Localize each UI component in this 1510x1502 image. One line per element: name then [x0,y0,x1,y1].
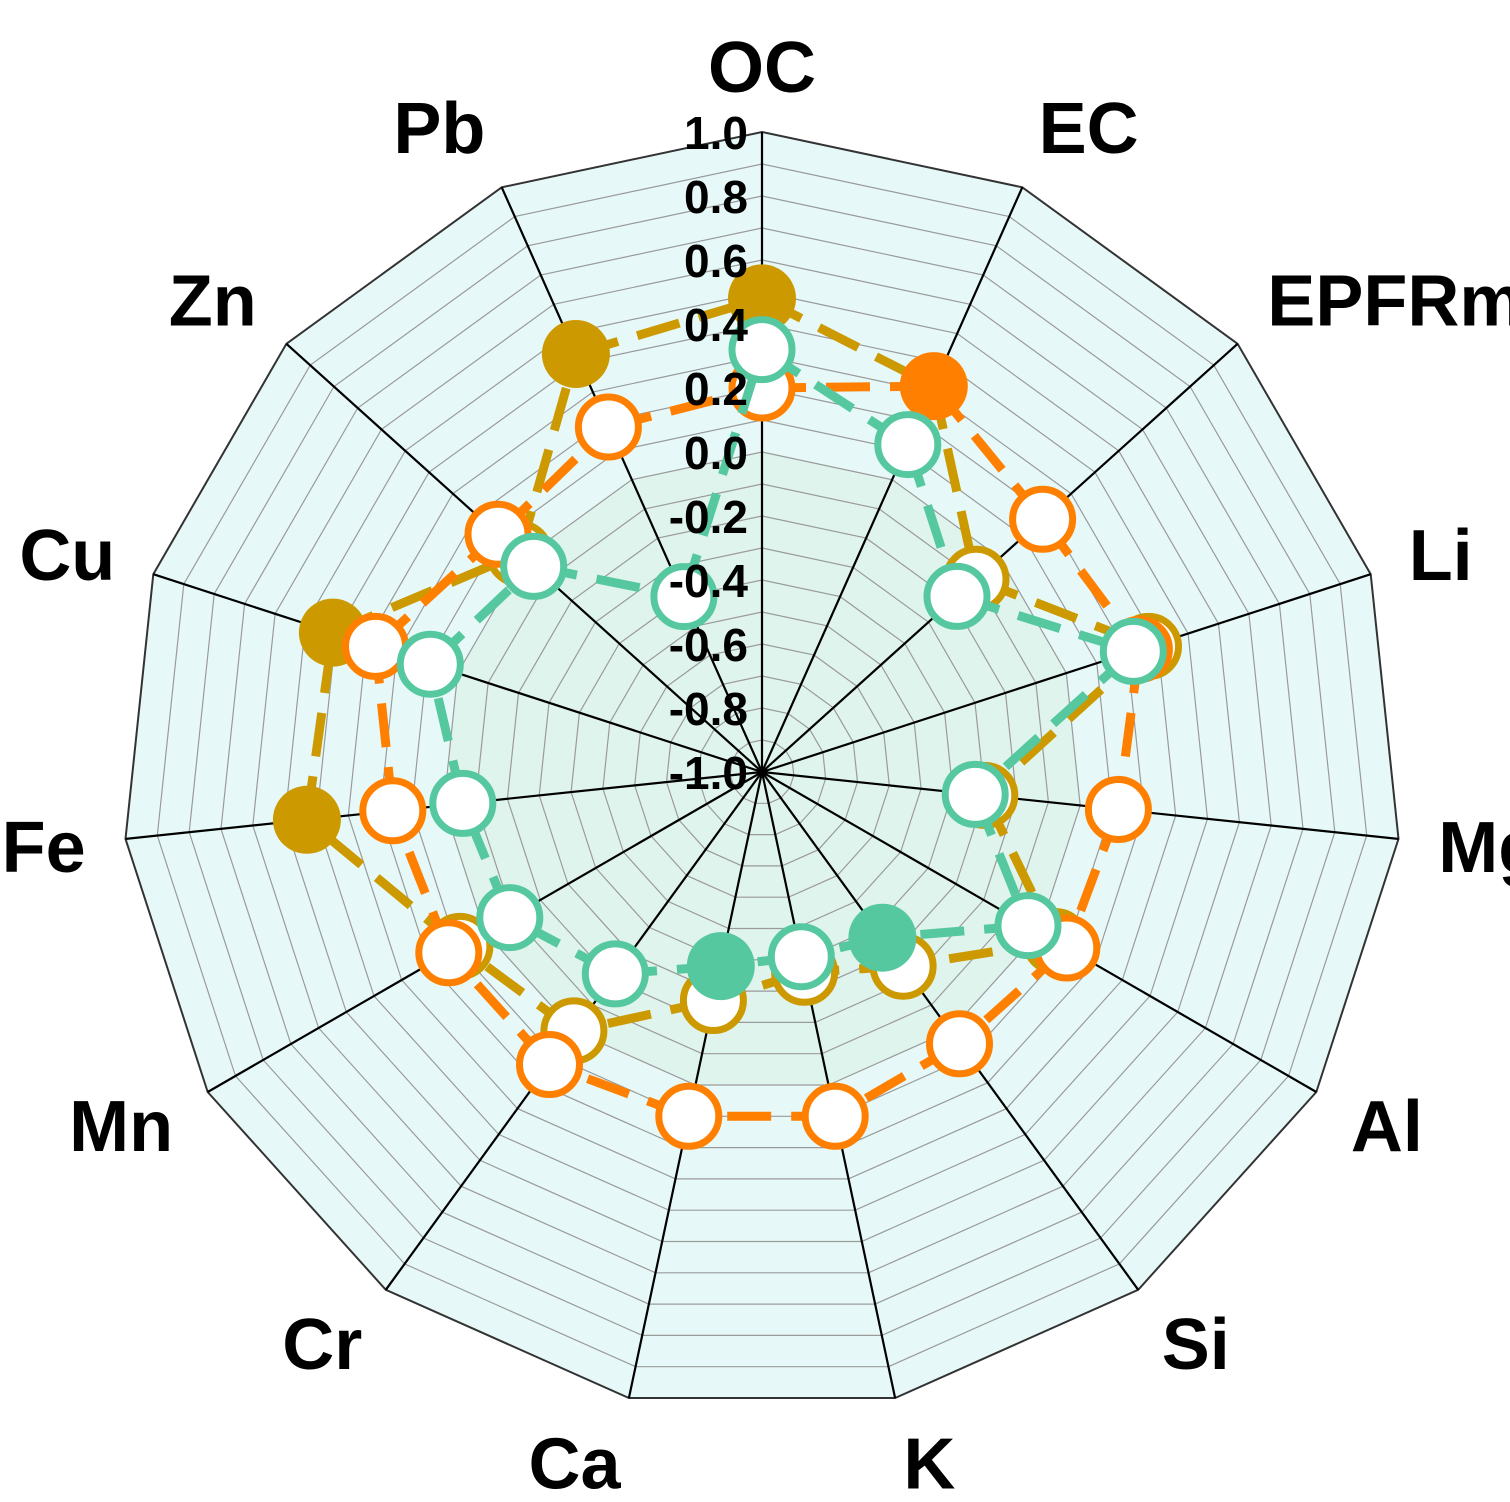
grid-ring [697,707,827,836]
tick-label: 0.8 [684,171,748,223]
grid-ring [220,227,1304,1305]
tick-label: 0.4 [684,299,748,351]
axis-label-al: Al [1351,1087,1423,1167]
data-point-pb [650,563,718,631]
axis-label-pb: Pb [393,89,485,169]
data-point-si [926,1010,993,1078]
data-point-fe [359,777,427,845]
data-point-fe [272,785,341,854]
series-2 [342,352,1173,1150]
spoke [761,573,1372,774]
data-point-epfrm [1009,485,1077,553]
data-point-fe [429,769,497,837]
data-point-k [801,1082,869,1150]
data-point-mn [415,919,483,987]
axis-label-ec: EC [1039,89,1139,169]
axis-label-mg: Mg [1438,808,1510,888]
grid-ring [124,130,1400,1399]
data-point-epfrm [923,562,991,630]
tick-label: 0.2 [684,363,748,415]
data-point-mg [941,760,1009,828]
grid-ring [634,643,890,898]
data-point-cr [581,940,649,1008]
data-point-al [994,892,1062,960]
data-point-pb [574,393,642,461]
series-3 [396,316,1167,1008]
axis-label-li: Li [1409,516,1473,596]
data-point-zn [500,532,568,600]
tick-label: -0.2 [669,491,748,543]
tick-labels: 1.0 0.8 0.6 0.4 0.2 0.0 -0.2 -0.4 -0.6 -0.8 -1.0 [669,107,749,799]
grid-ring [538,547,986,992]
data-point-oc [728,316,796,384]
grid-ring [665,675,859,867]
data-point-cu [342,612,409,680]
axis-label-k: K [903,1425,955,1502]
data-point-ca [686,932,755,1001]
grid-ring [315,323,1209,1211]
tick-label: -0.6 [669,619,748,671]
tick-label: -0.4 [669,555,749,607]
tick-label: 1.0 [684,107,748,159]
grid-ring [474,483,1050,1055]
data-point-pb [541,320,610,388]
series-line-segment [515,352,581,555]
axis-label-ca: Ca [529,1425,622,1502]
series-line-segment [679,348,767,598]
axis-label-epfrm: EPFRm [1267,262,1510,342]
grid-ring [188,195,1336,1337]
data-point-mn [476,884,544,952]
tick-label: 0.6 [684,235,748,287]
series-line-segment [972,648,1137,798]
spoke [761,770,1399,840]
data-point-cr [516,1031,583,1098]
data-point-si [848,903,917,972]
data-point-cu [396,630,464,698]
grid-ring [506,515,1018,1024]
data-point-ca [655,1082,723,1150]
grid-ring [252,259,1272,1274]
axis-label-si: Si [1162,1305,1230,1385]
grid-ring [283,291,1241,1243]
data-point-li [1099,617,1167,685]
axis-label-zn: Zn [169,262,257,342]
data-point-k [767,923,835,991]
tick-label: -0.8 [669,683,748,735]
data-point-oc [728,264,796,333]
grid-ring [347,355,1177,1180]
data-point-mg [1084,776,1152,843]
axis-label-cu: Cu [19,516,115,596]
grid-ring [602,611,922,930]
axis-label-mn: Mn [69,1087,173,1167]
data-point-ec [899,352,968,421]
axis-label-oc: OC [708,28,816,108]
axis-labels: OC EC EPFRm Li Mg Al Si K Ca Cr Mn Fe Cu Zn Pb [2,28,1510,1502]
spoke [500,186,764,773]
tick-label: 0.0 [684,427,748,479]
axis-label-fe: Fe [2,808,86,888]
grid-ring [156,163,1368,1368]
spoke [760,186,1024,773]
axis-label-cr: Cr [282,1305,362,1385]
tick-label: -1.0 [669,747,748,799]
data-point-ec [874,411,942,479]
grid-ring [729,739,795,804]
series-layer [272,264,1182,1150]
